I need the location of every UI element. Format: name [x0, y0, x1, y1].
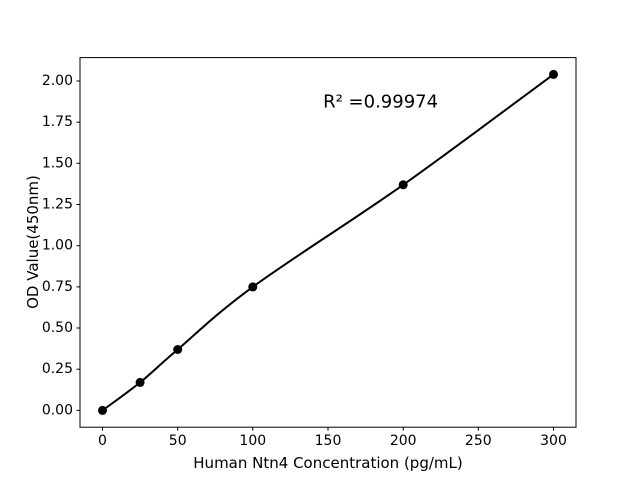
data-point: [173, 345, 183, 354]
y-tick-label: 1.75: [42, 114, 73, 130]
data-point: [98, 405, 107, 415]
y-axis-label: OD Value(450nm): [24, 175, 42, 310]
data-point: [549, 69, 558, 79]
x-tick-label: 150: [315, 433, 342, 449]
y-tick-label: 2.00: [42, 73, 73, 89]
y-tick-label: 1.00: [42, 238, 73, 254]
x-tick-label: 300: [540, 433, 567, 449]
x-axis-label: Human Ntn4 Concentration (pg/mL): [193, 454, 463, 472]
r-squared-annotation: R² =0.99974: [323, 91, 439, 113]
y-tick-label: 1.25: [42, 197, 73, 213]
y-tick-label: 0.00: [42, 402, 73, 418]
y-tick-label: 0.75: [42, 279, 73, 295]
x-tick-label: 50: [169, 433, 187, 449]
x-tick-label: 250: [465, 433, 492, 449]
x-tick-label: 100: [239, 433, 266, 449]
y-tick-label: 1.50: [42, 155, 73, 171]
data-point: [398, 180, 408, 190]
fit-line: [101, 73, 555, 412]
y-tick-label: 0.25: [42, 361, 73, 377]
x-tick-label: 0: [98, 433, 107, 449]
x-tick-label: 200: [390, 433, 417, 449]
y-tick-label: 0.50: [42, 320, 73, 336]
data-point: [248, 282, 258, 292]
data-point: [135, 377, 145, 387]
